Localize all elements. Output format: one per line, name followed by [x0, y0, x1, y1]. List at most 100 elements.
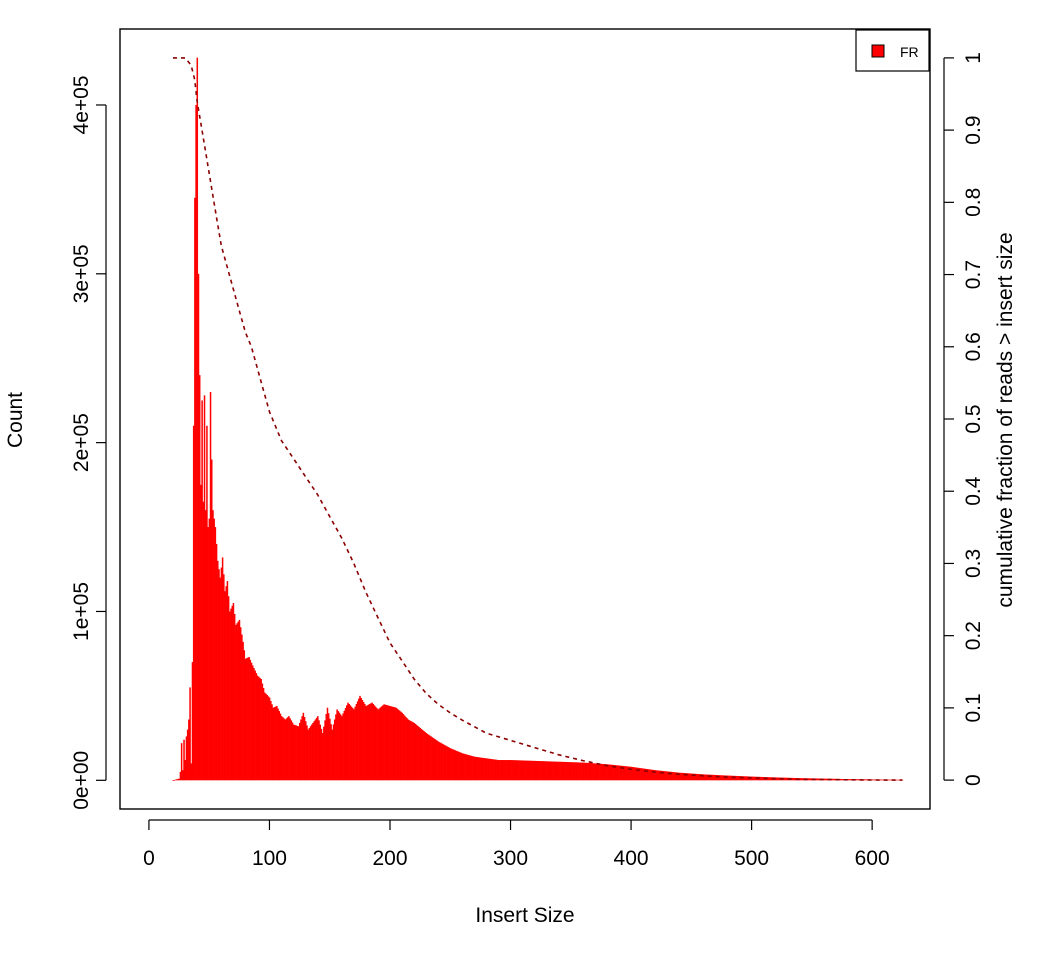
histogram-bar: [503, 760, 506, 781]
histogram-bar: [358, 698, 360, 781]
y2-tick-label: 0.6: [962, 332, 985, 361]
histogram-bar: [754, 776, 757, 781]
histogram-bar: [567, 762, 570, 781]
histogram-bar: [303, 716, 306, 781]
histogram-bar: [292, 724, 295, 781]
histogram-bar: [241, 634, 243, 781]
histogram-bar: [235, 624, 237, 781]
y2-tick-label: 0.5: [962, 404, 985, 433]
histogram-bar: [361, 699, 364, 781]
histogram-bar: [402, 714, 405, 781]
histogram-bar: [418, 726, 420, 781]
histogram-bar: [659, 770, 661, 781]
histogram-bar: [606, 764, 608, 781]
histogram-bar: [411, 721, 413, 781]
histogram-bar: [327, 713, 330, 781]
histogram-bar: [677, 772, 679, 781]
histogram-bar: [726, 775, 729, 781]
histogram-bar: [730, 775, 733, 781]
histogram-bar: [800, 778, 802, 781]
histogram-bar: [301, 716, 303, 781]
histogram-bar: [272, 707, 274, 781]
histogram-bar: [653, 770, 655, 781]
histogram-bar: [473, 756, 476, 781]
histogram-bar: [526, 760, 529, 781]
histogram-bar: [195, 104, 197, 781]
histogram-bar: [667, 771, 670, 781]
histogram-bar: [270, 700, 272, 781]
histogram-bar: [285, 718, 288, 781]
histogram-bar: [408, 720, 411, 781]
cumulative-fraction-line: [173, 57, 903, 781]
histogram-bar: [652, 769, 654, 781]
histogram-bar: [247, 657, 249, 781]
y2-tick-label: 0.8: [962, 188, 985, 217]
histogram-bar: [550, 761, 553, 781]
histogram-bar: [266, 695, 268, 781]
histogram-bar: [540, 761, 542, 781]
x-axis-title: Insert Size: [475, 904, 574, 927]
histogram-bar: [524, 760, 526, 781]
histogram-bar: [707, 774, 710, 781]
histogram-bar: [713, 774, 716, 781]
histogram-bar: [399, 710, 401, 781]
y2-tick-label: 0.1: [962, 693, 985, 722]
histogram-bar: [367, 704, 370, 781]
histogram-bar: [596, 763, 599, 781]
histogram-bar: [466, 754, 469, 781]
histogram-bar: [238, 619, 241, 781]
histogram-bar: [654, 770, 657, 781]
histogram-bar: [882, 779, 884, 781]
histogram-bar: [217, 560, 219, 781]
histogram-bar: [898, 779, 900, 781]
y2-tick-label: 0.2: [962, 621, 985, 650]
histogram-bar: [289, 718, 291, 781]
histogram-bar: [814, 778, 817, 781]
histogram-bar: [770, 777, 772, 781]
histogram-bar: [802, 778, 805, 781]
histogram-bar: [377, 709, 379, 781]
histogram-bar: [344, 708, 347, 781]
histogram-bar: [688, 773, 690, 781]
histogram-bar: [547, 761, 549, 781]
y2-tick-label: 0: [962, 774, 985, 786]
histogram-bar: [658, 770, 660, 781]
histogram-bar: [642, 768, 645, 781]
histogram-bar: [197, 273, 200, 781]
histogram-bar: [517, 760, 519, 781]
histogram-bar: [521, 760, 524, 781]
histogram-bar: [431, 737, 434, 781]
histogram-bar: [432, 738, 435, 781]
histogram-bar: [425, 733, 428, 781]
histogram-bar: [346, 705, 348, 781]
histogram-bar: [640, 768, 642, 781]
histogram-bar: [261, 683, 264, 781]
histogram-bar: [194, 197, 196, 781]
histogram-bar: [186, 729, 189, 781]
histogram-bar: [901, 779, 904, 781]
y2-tick-label: 0.7: [962, 260, 985, 289]
histogram-bar: [423, 731, 425, 781]
histogram-bar: [221, 557, 224, 781]
histogram-bar: [665, 771, 667, 781]
histogram-bar: [203, 395, 206, 781]
histogram-bar: [274, 706, 277, 781]
histogram-bar: [673, 772, 676, 781]
histogram-bar: [656, 770, 659, 781]
histogram-bar: [702, 774, 705, 781]
histogram-bar: [666, 771, 669, 781]
histogram-bar: [231, 605, 234, 781]
histogram-bar: [696, 773, 699, 781]
histogram-bar: [368, 703, 371, 781]
y2-tick-label: 0.9: [962, 115, 985, 144]
histogram-bar: [697, 774, 700, 781]
histogram-bar: [464, 753, 466, 781]
histogram-bar: [716, 775, 718, 781]
histogram-bar: [648, 769, 651, 781]
histogram-bar: [693, 773, 695, 781]
x-tick-label: 300: [493, 847, 528, 870]
histogram-bar: [810, 778, 812, 781]
histogram-bar: [530, 760, 532, 781]
histogram-bar: [737, 776, 740, 781]
histogram-bar: [636, 767, 639, 781]
